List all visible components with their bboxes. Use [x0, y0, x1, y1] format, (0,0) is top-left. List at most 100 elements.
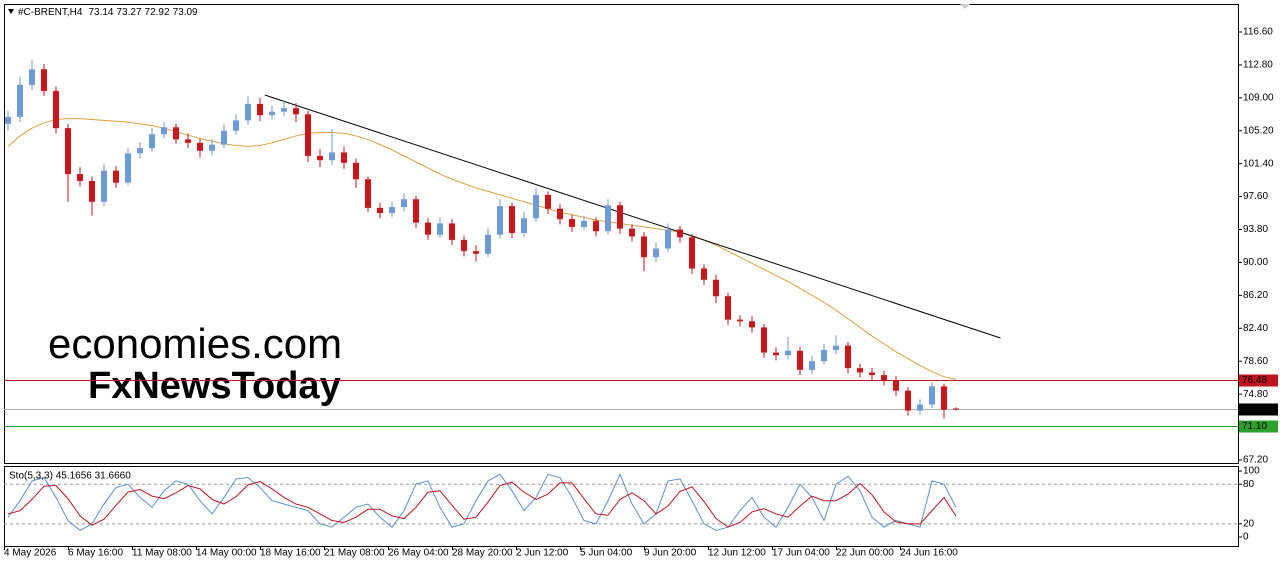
- candle-body: [869, 372, 875, 376]
- candle-body: [401, 199, 407, 207]
- candle-body: [857, 368, 863, 373]
- x-tick-label: 18 May 16:00: [260, 548, 321, 559]
- candle-body: [701, 268, 707, 280]
- candle-body: [821, 349, 827, 362]
- candle-body: [173, 127, 179, 140]
- x-tick-label: 24 Jun 16:00: [900, 548, 958, 559]
- candle-body: [245, 103, 251, 121]
- candle-body: [365, 179, 371, 208]
- candle-body: [341, 152, 347, 163]
- candle-body: [581, 220, 587, 227]
- candle-body: [593, 220, 599, 232]
- x-tick-label: 6 May 16:00: [68, 548, 123, 559]
- candle-body: [713, 279, 719, 297]
- candle-body: [845, 345, 851, 369]
- candle-body: [917, 404, 923, 411]
- watermark-text: economies.com: [48, 320, 342, 367]
- candle-body: [461, 239, 467, 252]
- candle-body: [197, 142, 203, 151]
- price-level-label: 71.10: [1242, 421, 1267, 432]
- y-tick-label: 90.00: [1243, 257, 1268, 268]
- candle-body: [677, 229, 683, 238]
- symbol-header: #C-BRENT,H4 73.14 73.27 72.92 73.09: [18, 7, 198, 18]
- price-level-tag: [1239, 374, 1278, 387]
- candle-body: [449, 223, 455, 240]
- oscillator-line: [7, 473, 957, 532]
- candle-body: [41, 69, 47, 91]
- candle-body: [929, 386, 935, 405]
- candle-body: [641, 236, 647, 258]
- x-tick-label: 11 May 08:00: [132, 548, 192, 559]
- x-tick-label: 14 May 00:00: [196, 548, 257, 559]
- candle-body: [833, 345, 839, 350]
- y-tick-label: 20: [1243, 518, 1255, 529]
- candle-body: [749, 321, 755, 328]
- x-tick-label: 17 Jun 04:00: [772, 548, 830, 559]
- candle-body: [209, 144, 215, 151]
- x-tick-label: 12 Jun 12:00: [708, 548, 766, 559]
- candle-body: [953, 408, 959, 410]
- x-tick-label: 26 May 04:00: [388, 548, 449, 559]
- candle-body: [77, 174, 83, 181]
- oscillator-plot: 100 80 20 0 4 May 2026 6 May 16:00 11 May 08:0…: [4, 466, 1260, 559]
- y-tick-label: 80: [1243, 479, 1255, 490]
- candle-body: [893, 380, 899, 391]
- y-tick-label: 112.80: [1243, 60, 1273, 71]
- candle-body: [737, 319, 743, 322]
- candle-body: [689, 237, 695, 269]
- candle-body: [533, 194, 539, 219]
- candle-body: [785, 350, 791, 356]
- x-tick-label: 2 Jun 12:00: [516, 548, 569, 559]
- candle-body: [5, 116, 11, 124]
- candle-body: [881, 375, 887, 381]
- candle-body: [185, 139, 191, 143]
- candle-body: [521, 218, 527, 233]
- candle-body: [473, 251, 479, 254]
- candle-body: [125, 153, 131, 183]
- candle-body: [149, 134, 155, 149]
- candle-body: [725, 296, 731, 320]
- oscillator-panel: [4, 466, 1239, 547]
- candle-body: [653, 248, 659, 258]
- candle-body: [281, 108, 287, 112]
- y-tick-label: 97.60: [1243, 191, 1268, 202]
- candle-body: [485, 234, 491, 254]
- x-tick-label: 9 Jun 20:00: [644, 548, 697, 559]
- open-readout: 73.14: [88, 7, 113, 18]
- y-tick-label: 100: [1243, 466, 1260, 477]
- y-tick-label: 74.80: [1243, 389, 1268, 400]
- candle-body: [161, 127, 167, 135]
- x-tick-label: 22 Jun 00:00: [836, 548, 894, 559]
- candle-body: [545, 194, 551, 209]
- candle-body: [773, 352, 779, 356]
- x-tick-label: 21 May 08:00: [324, 548, 385, 559]
- price-level-label: 76.48: [1242, 375, 1267, 386]
- menu-arrow[interactable]: [8, 9, 14, 14]
- y-tick-label: 105.20: [1243, 125, 1274, 136]
- candle-body: [761, 327, 767, 353]
- candle-body: [221, 130, 227, 145]
- candle-body: [29, 69, 35, 85]
- x-tick-label: 28 May 20:00: [452, 548, 513, 559]
- candle-body: [629, 228, 635, 237]
- candle-body: [305, 114, 311, 156]
- watermark-text: FxNewsToday: [88, 365, 341, 407]
- candle-body: [797, 350, 803, 370]
- candle-body: [509, 206, 515, 233]
- x-tick-label: 5 Jun 04:00: [580, 548, 633, 559]
- price-level-tag: [1239, 403, 1278, 416]
- candle-body: [905, 390, 911, 411]
- candle-body: [137, 148, 143, 154]
- y-tick-label: 0: [1243, 532, 1249, 543]
- candle-body: [269, 111, 275, 116]
- candle-body: [257, 103, 263, 116]
- price-plot: 116.60 112.80 109.00 105.20 101.40 97.60 93.80…: [4, 27, 1278, 466]
- candle-body: [317, 155, 323, 161]
- candle-body: [17, 84, 23, 117]
- candle-body: [497, 206, 503, 235]
- candle-body: [89, 180, 95, 202]
- candle-body: [413, 199, 419, 223]
